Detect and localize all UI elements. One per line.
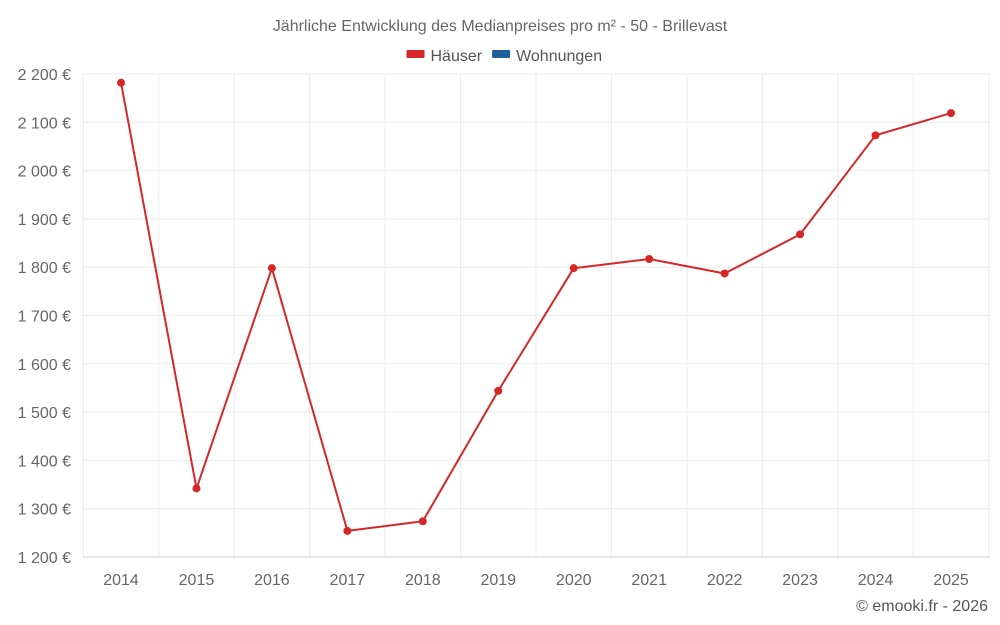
y-tick-label: 1 900 €: [18, 212, 71, 229]
y-tick-label: 1 200 €: [18, 550, 71, 567]
y-tick-label: 1 400 €: [18, 453, 71, 470]
y-tick-label: 2 100 €: [18, 115, 71, 132]
legend-item-haeuser[interactable]: Häuser: [406, 48, 483, 65]
x-tick-label: 2017: [330, 572, 366, 589]
legend-swatch: [406, 50, 425, 58]
y-tick-label: 1 500 €: [18, 405, 71, 422]
legend[interactable]: Häuser Wohnungen: [406, 48, 603, 65]
y-axis-tick-labels: 1 200 € 1 300 € 1 400 € 1 500 € 1 600 € 1 700…: [18, 67, 71, 567]
x-tick-label: 2024: [858, 572, 894, 589]
data-point: [947, 109, 955, 118]
legend-label: Häuser: [431, 48, 483, 65]
data-point: [569, 264, 578, 273]
y-tick-label: 2 200 €: [18, 67, 71, 84]
y-tick-label: 1 800 €: [18, 260, 71, 277]
legend-item-wohnungen[interactable]: Wohnungen: [492, 48, 602, 65]
data-point: [720, 269, 729, 278]
data-point: [796, 230, 805, 239]
x-tick-label: 2025: [933, 572, 969, 589]
data-point: [494, 386, 503, 395]
y-tick-label: 2 000 €: [18, 164, 71, 181]
data-point: [418, 517, 427, 526]
x-tick-label: 2022: [707, 572, 743, 589]
x-tick-label: 2021: [631, 572, 667, 589]
data-point: [871, 131, 880, 140]
data-point: [192, 484, 201, 493]
legend-label: Wohnungen: [516, 48, 602, 65]
chart-title: Jährliche Entwicklung des Medianpreises …: [273, 18, 728, 35]
x-tick-label: 2023: [782, 572, 818, 589]
data-point: [117, 78, 125, 87]
x-tick-label: 2016: [254, 572, 290, 589]
data-point: [645, 254, 654, 263]
x-tick-label: 2019: [480, 572, 516, 589]
data-point: [343, 526, 352, 535]
x-tick-label: 2018: [405, 572, 441, 589]
legend-swatch: [492, 50, 511, 58]
y-tick-label: 1 700 €: [18, 309, 71, 326]
x-axis-tick-labels: 2014 2015 2016 2017 2018 2019 2020 2021 2022 2023…: [103, 572, 969, 589]
series-line-haeuser: [120, 82, 952, 532]
x-tick-label: 2014: [103, 572, 139, 589]
data-point: [267, 264, 276, 273]
y-tick-label: 1 600 €: [18, 357, 71, 374]
y-tick-label: 1 300 €: [18, 502, 71, 519]
horizontal-gridlines: [83, 73, 990, 510]
x-tick-label: 2020: [556, 572, 592, 589]
x-tick-label: 2015: [179, 572, 215, 589]
series-group: [117, 78, 955, 535]
credit-text: © emooki.fr - 2026: [856, 598, 988, 615]
